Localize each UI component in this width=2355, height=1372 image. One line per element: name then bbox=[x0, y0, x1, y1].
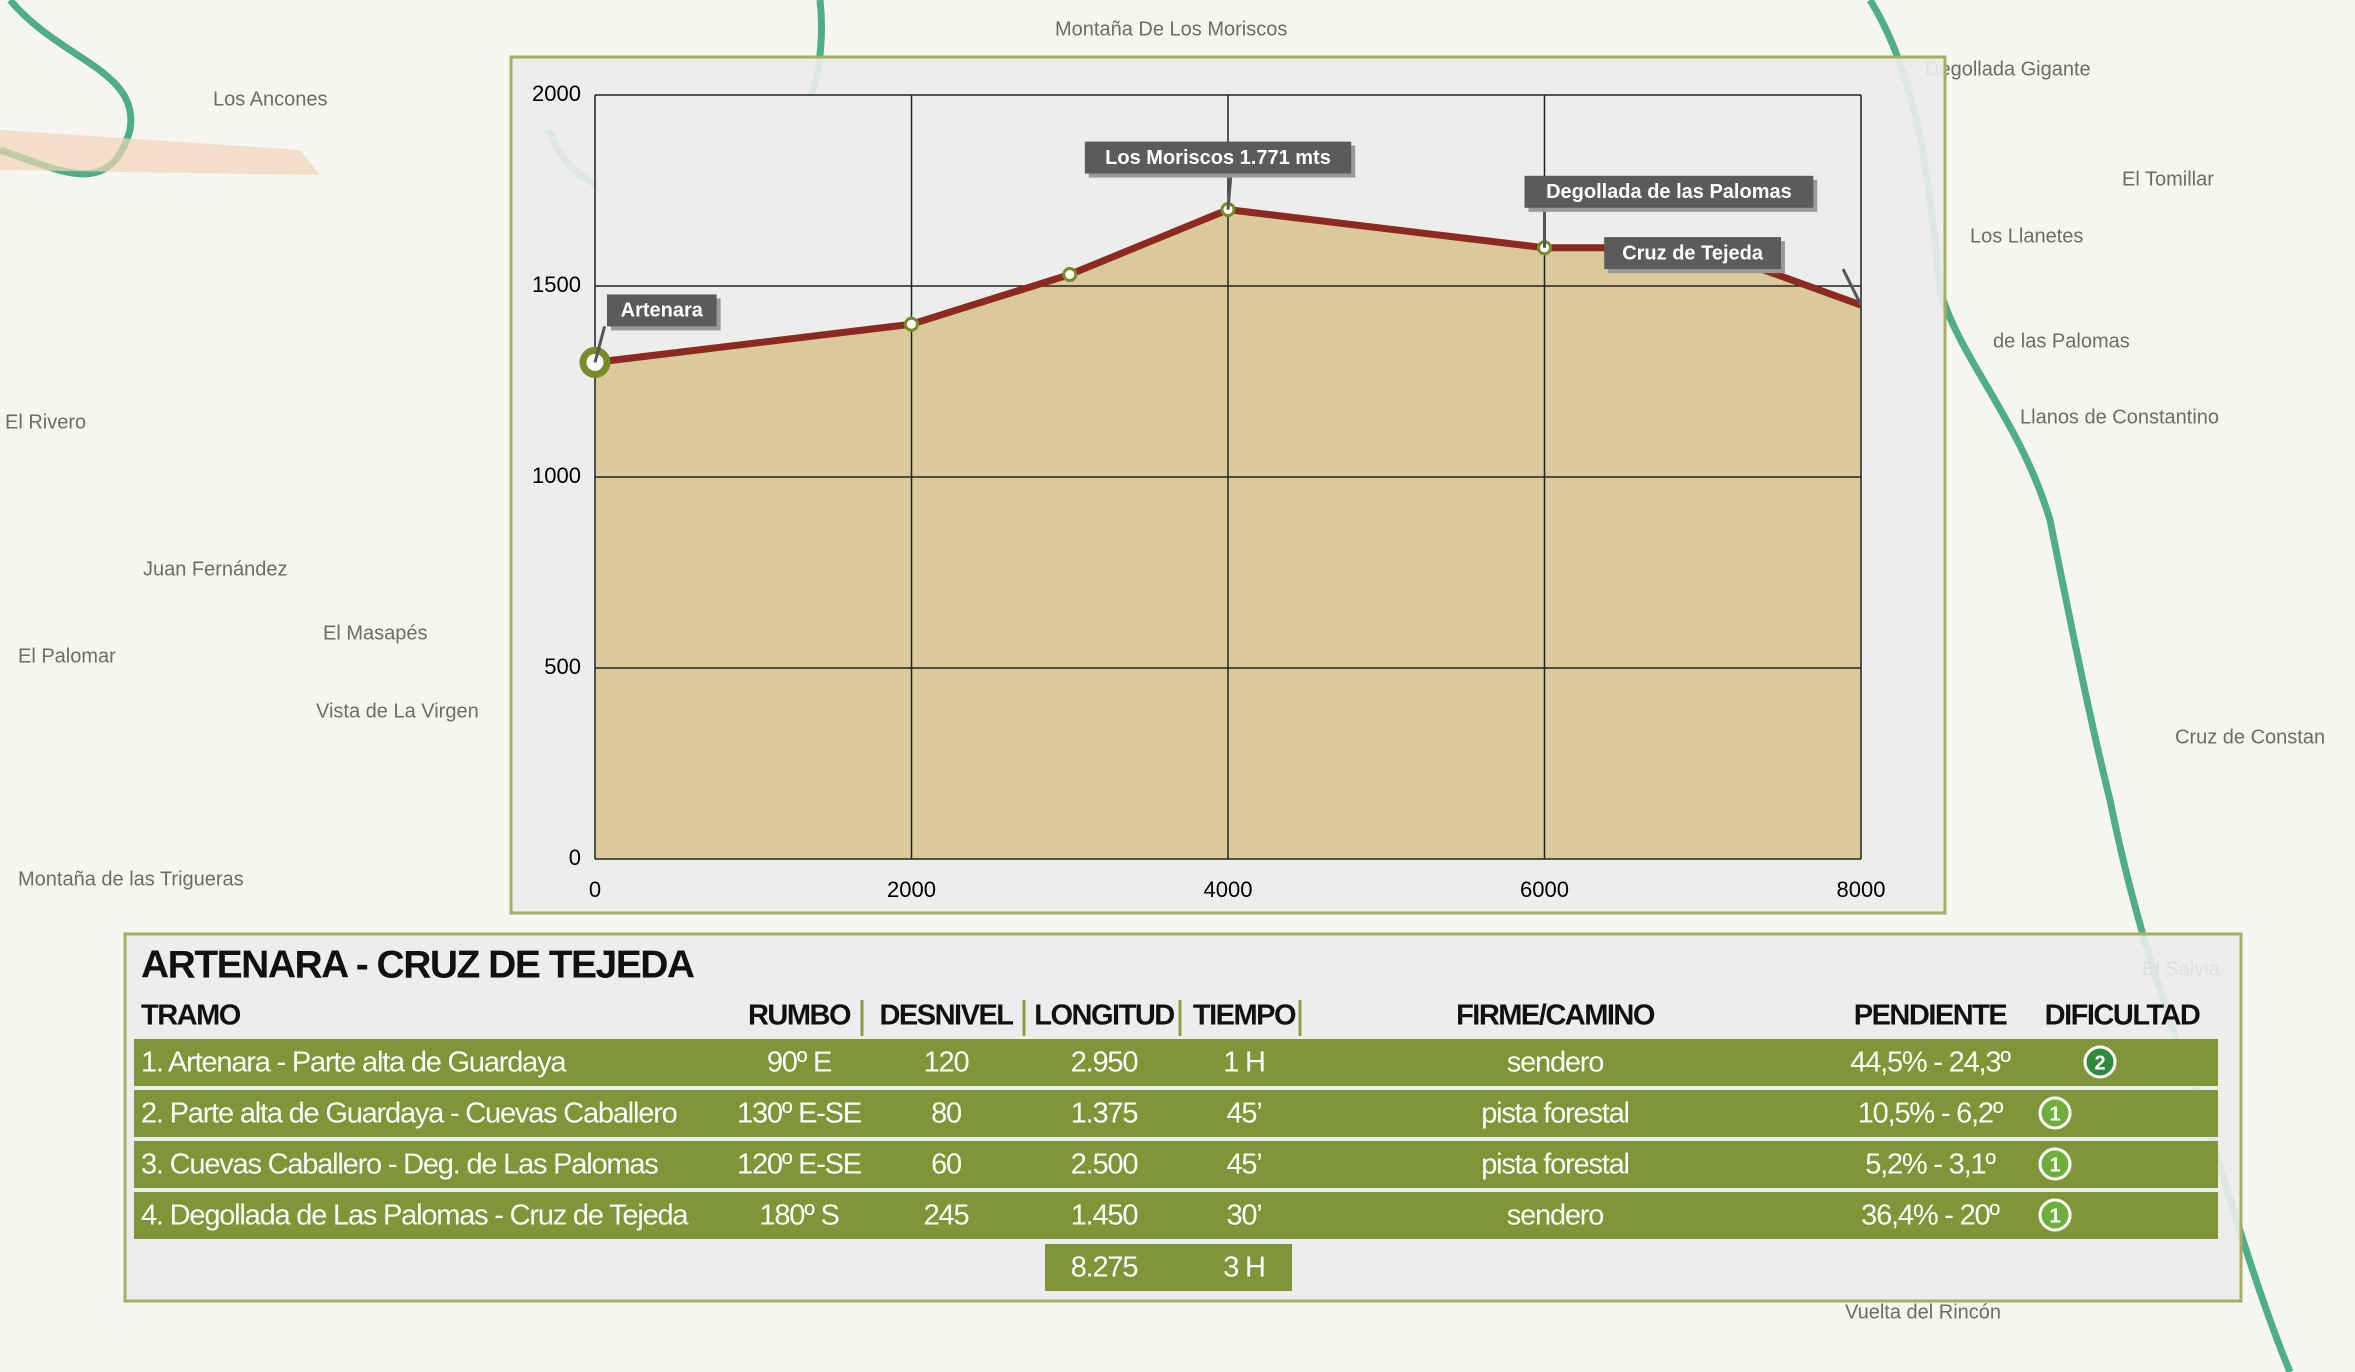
map-label: Llanos de Constantino bbox=[2020, 406, 2219, 428]
annotation-text: Los Moriscos 1.771 mts bbox=[1105, 147, 1331, 169]
cell: pista forestal bbox=[1481, 1098, 1629, 1130]
cell: 1. Artenara - Parte alta de Guardaya bbox=[141, 1047, 567, 1079]
x-tick-label: 8000 bbox=[1837, 877, 1886, 902]
difficulty-icon bbox=[2038, 1096, 2072, 1130]
y-tick-label: 0 bbox=[569, 845, 581, 870]
map-label: El Rivero bbox=[5, 411, 86, 433]
annotation-text: Cruz de Tejeda bbox=[1622, 242, 1764, 264]
x-tick-label: 4000 bbox=[1204, 877, 1253, 902]
y-tick-label: 1000 bbox=[532, 463, 581, 488]
map-label: Vista de La Virgen bbox=[316, 700, 479, 722]
difficulty-value: 1 bbox=[2049, 1205, 2060, 1227]
table-title: ARTENARA - CRUZ DE TEJEDA bbox=[141, 943, 695, 986]
cell: 130º E-SE bbox=[737, 1098, 862, 1130]
annotation-box bbox=[607, 294, 717, 327]
annotation-leader bbox=[1841, 268, 1863, 306]
cell: 10,5% - 6,2º bbox=[1858, 1098, 2004, 1130]
map-label: de las Palomas bbox=[1993, 330, 2130, 352]
column-header: PENDIENTE bbox=[1854, 1000, 2008, 1032]
difficulty-value: 2 bbox=[2094, 1052, 2105, 1074]
point-marker bbox=[1062, 267, 1078, 283]
x-tick-label: 0 bbox=[589, 877, 601, 902]
annotation-box bbox=[1604, 237, 1781, 270]
cell: 60 bbox=[931, 1149, 961, 1181]
row-bar bbox=[134, 1192, 2218, 1239]
map-label: El Masapés bbox=[323, 622, 428, 644]
map-label: Vuelta del Rincón bbox=[1845, 1301, 2001, 1323]
cell: 2.950 bbox=[1071, 1047, 1138, 1079]
cell: 5,2% - 3,1º bbox=[1865, 1149, 1996, 1181]
annotation-box bbox=[1524, 175, 1814, 208]
map-label: El Palomar bbox=[18, 645, 116, 667]
cell: 120 bbox=[924, 1047, 969, 1079]
totals-bar bbox=[1045, 1244, 1292, 1291]
cell: 90º E bbox=[767, 1047, 832, 1079]
total: 3 H bbox=[1223, 1252, 1265, 1284]
cell: 30’ bbox=[1226, 1200, 1261, 1232]
annotation-leader bbox=[593, 326, 607, 363]
annotation-text: Artenara bbox=[621, 300, 704, 322]
annotation-box bbox=[1084, 141, 1352, 174]
annotation-leader bbox=[1226, 173, 1233, 210]
map-label: Montaña De Los Moriscos bbox=[1055, 18, 1287, 40]
row-bar bbox=[134, 1090, 2218, 1137]
map-label: Los Llanetes bbox=[1970, 225, 2083, 247]
column-header: TIEMPO bbox=[1193, 1000, 1296, 1032]
column-header: DIFICULTAD bbox=[2045, 1000, 2200, 1032]
column-header: TRAMO bbox=[141, 1000, 241, 1032]
cell: 2.500 bbox=[1071, 1149, 1138, 1181]
total: 8.275 bbox=[1071, 1252, 1138, 1284]
y-tick-label: 500 bbox=[544, 654, 581, 679]
row-bar bbox=[134, 1141, 2218, 1188]
cell: 1.450 bbox=[1071, 1200, 1138, 1232]
map-area bbox=[0, 130, 320, 175]
cell: 80 bbox=[931, 1098, 961, 1130]
y-tick-label: 1500 bbox=[532, 272, 581, 297]
cell: pista forestal bbox=[1481, 1149, 1629, 1181]
cell: 245 bbox=[924, 1200, 969, 1232]
difficulty-icon bbox=[2038, 1147, 2072, 1181]
column-header: LONGITUD bbox=[1034, 1000, 1174, 1032]
point-marker bbox=[904, 316, 919, 332]
cell: 1.375 bbox=[1071, 1098, 1138, 1130]
difficulty-icon bbox=[2038, 1198, 2072, 1232]
map-label: Montaña de las Trigueras bbox=[18, 868, 244, 890]
x-tick-label: 2000 bbox=[887, 877, 936, 902]
annotation-text: Degollada de las Palomas bbox=[1546, 181, 1792, 203]
column-header: DESNIVEL bbox=[879, 1000, 1013, 1032]
cell: 36,4% - 20º bbox=[1861, 1200, 2000, 1232]
map-label: Juan Fernández bbox=[143, 558, 288, 580]
cell: 120º E-SE bbox=[737, 1149, 862, 1181]
cell: 4. Degollada de Las Palomas - Cruz de Te… bbox=[141, 1200, 689, 1232]
cell: 45’ bbox=[1226, 1149, 1261, 1181]
difficulty-value: 1 bbox=[2049, 1154, 2060, 1176]
y-tick-label: 2000 bbox=[532, 81, 581, 106]
column-header: RUMBO bbox=[748, 1000, 851, 1032]
column-header: FIRME/CAMINO bbox=[1456, 1000, 1655, 1032]
cell: 180º S bbox=[759, 1200, 839, 1232]
difficulty-value: 1 bbox=[2049, 1103, 2060, 1125]
row-bar bbox=[134, 1039, 2218, 1086]
cell: 2. Parte alta de Guardaya - Cuevas Cabal… bbox=[141, 1098, 677, 1130]
map-label: El Tomillar bbox=[2122, 168, 2214, 190]
cell: sendero bbox=[1507, 1047, 1603, 1079]
map-label: Degollada Gigante bbox=[1925, 58, 2091, 80]
x-tick-label: 6000 bbox=[1520, 877, 1569, 902]
cell: sendero bbox=[1507, 1200, 1603, 1232]
cell: 3. Cuevas Caballero - Deg. de Las Paloma… bbox=[141, 1149, 658, 1181]
cell: 45’ bbox=[1226, 1098, 1261, 1130]
cell: 1 H bbox=[1223, 1047, 1265, 1079]
cell: 44,5% - 24,3º bbox=[1850, 1047, 2011, 1079]
map-label: Los Ancones bbox=[213, 88, 328, 110]
map-label: Cruz de Constan bbox=[2175, 726, 2325, 748]
difficulty-icon bbox=[2083, 1045, 2117, 1079]
